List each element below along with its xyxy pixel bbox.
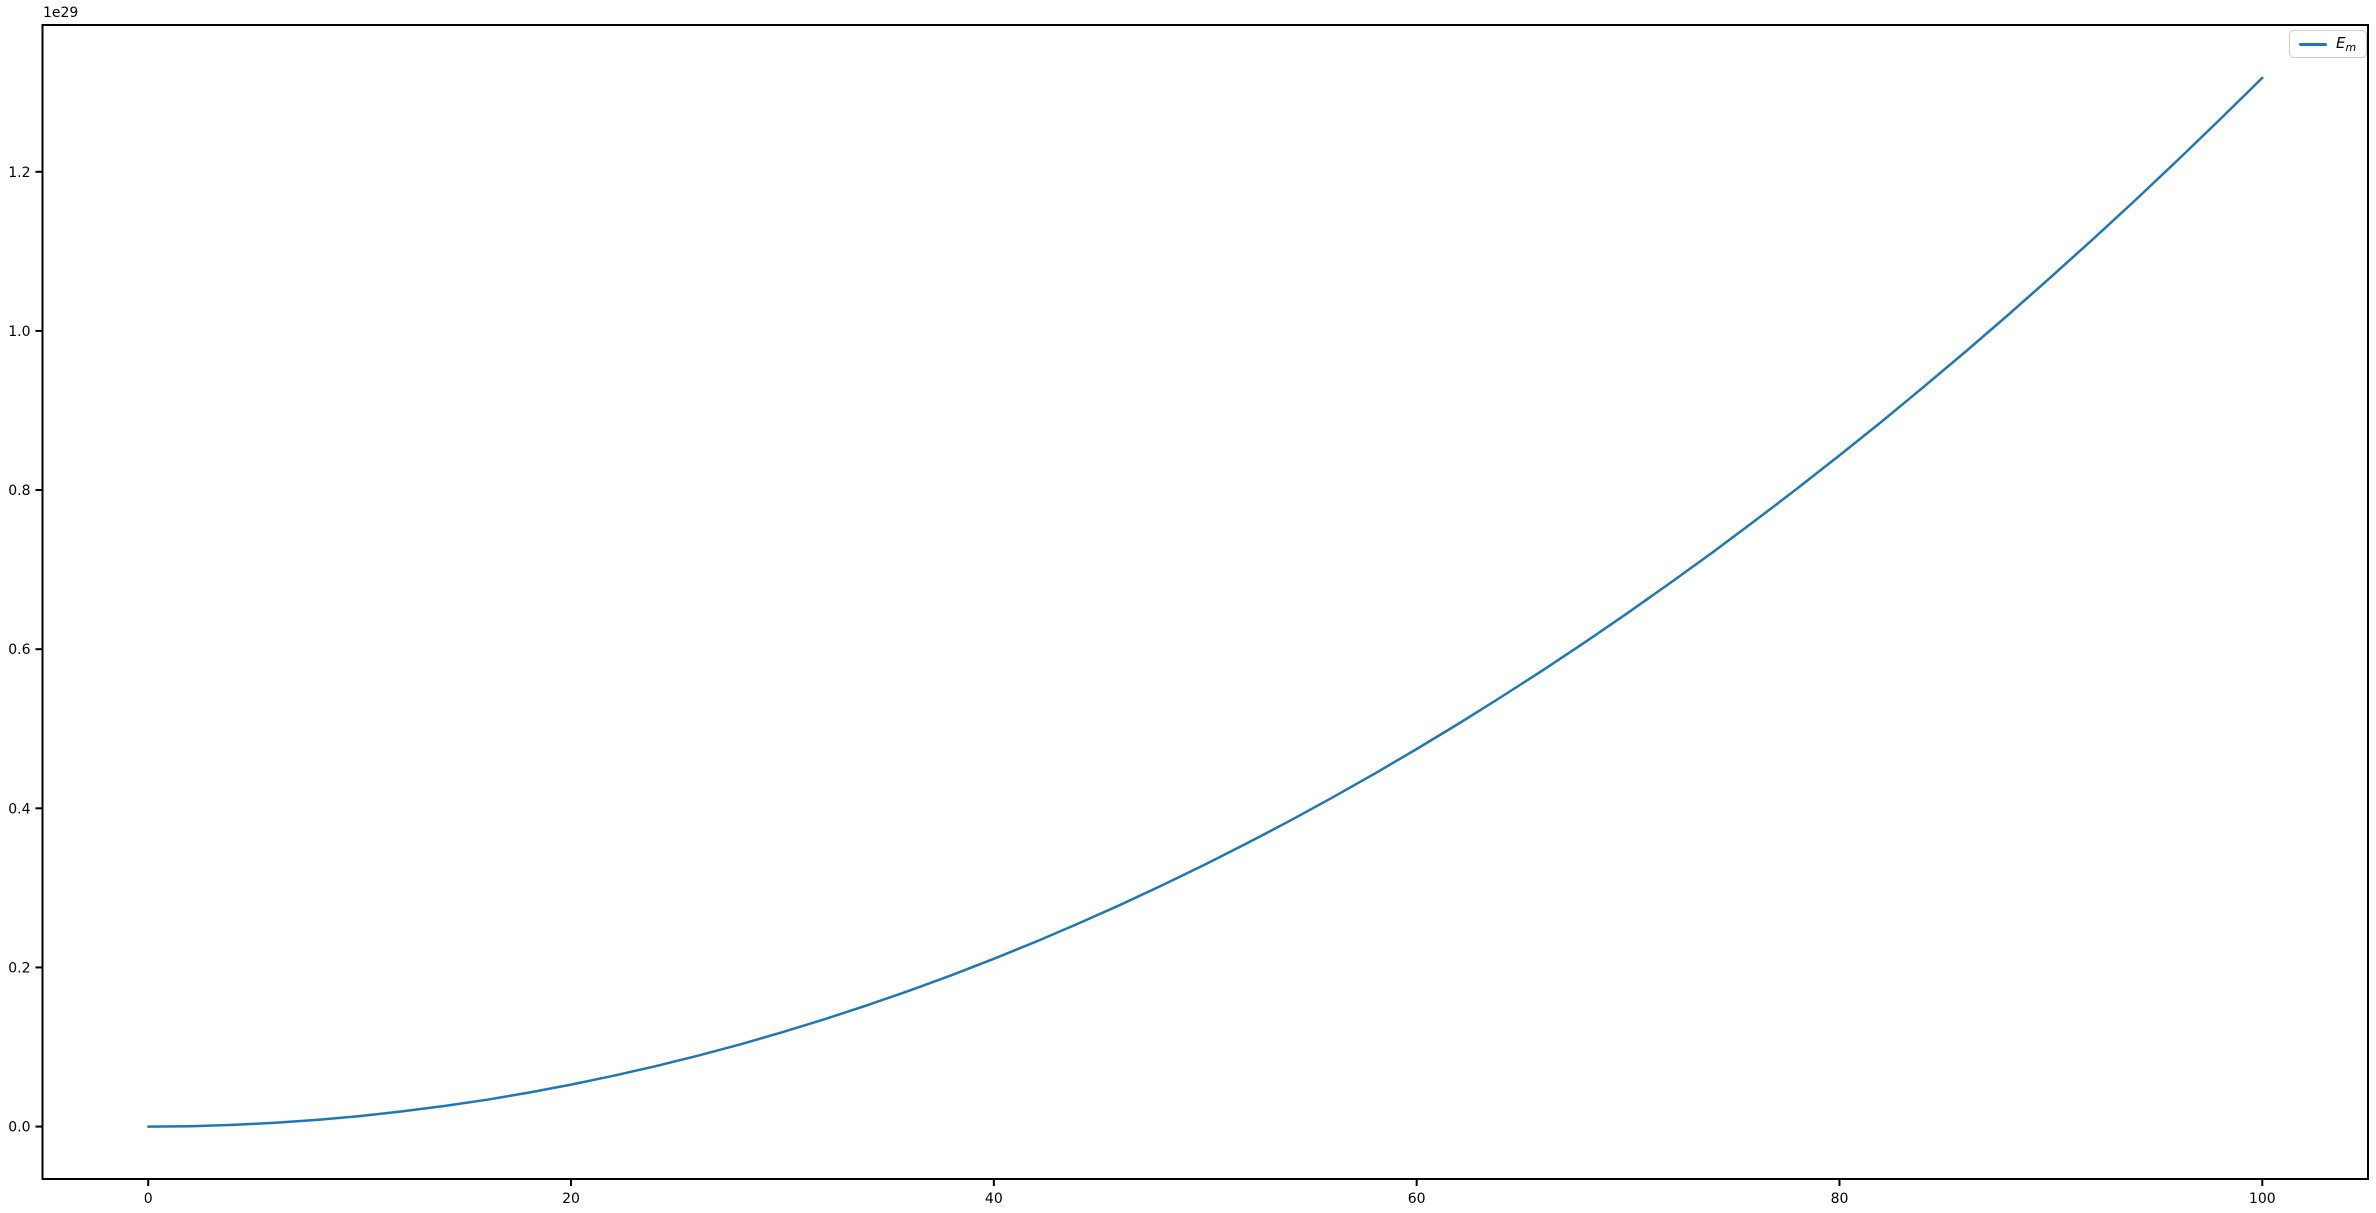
y-tick-label: 0.2 xyxy=(8,960,30,976)
x-tick-label: 20 xyxy=(562,1191,580,1207)
y-tick-label: 0.8 xyxy=(8,483,30,499)
legend[interactable]: Em xyxy=(2289,30,2368,58)
y-tick-label: 0.6 xyxy=(8,642,30,658)
y-tick-label: 1.2 xyxy=(8,165,30,181)
y-tick-label: 0.0 xyxy=(8,1120,30,1136)
x-tick-label: 100 xyxy=(2249,1191,2276,1207)
x-tick-label: 80 xyxy=(1831,1191,1849,1207)
y-tick-label: 1.0 xyxy=(8,324,30,340)
series-line-em xyxy=(146,76,2264,1128)
axes-spines xyxy=(41,24,2369,1180)
y-axis-offset-label: 1e29 xyxy=(43,5,79,21)
legend-label-em: Em xyxy=(2336,33,2357,54)
x-tick-label: 0 xyxy=(144,1191,153,1207)
y-tick-label: 0.4 xyxy=(8,801,30,817)
x-tick-label: 40 xyxy=(985,1191,1003,1207)
x-tick-label: 60 xyxy=(1408,1191,1426,1207)
legend-line-swatch xyxy=(2299,42,2327,46)
